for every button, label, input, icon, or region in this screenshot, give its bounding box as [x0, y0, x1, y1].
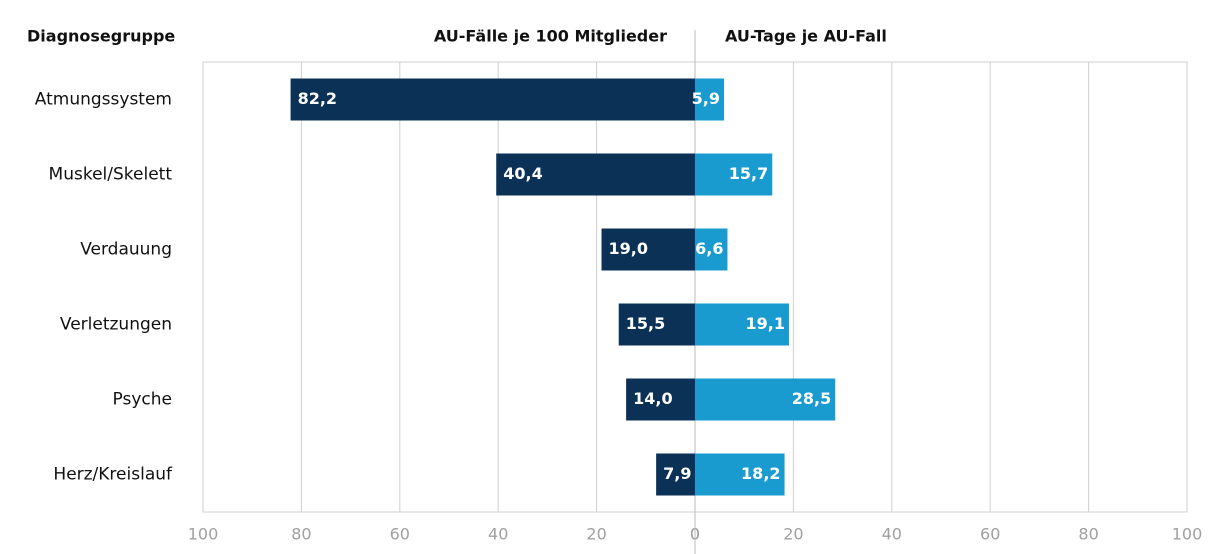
value-label: 19,1: [745, 314, 784, 333]
category-label: Muskel/Skelett: [49, 165, 173, 185]
bar: [695, 303, 789, 346]
x-tick-label: 20: [783, 525, 803, 544]
x-tick-label: 20: [586, 525, 606, 544]
bar: [496, 153, 695, 196]
category-label: Herz/Kreislauf: [53, 465, 173, 485]
value-label: 19,0: [609, 239, 648, 258]
x-tick-label: 100: [1172, 525, 1203, 544]
x-tick-label: 80: [291, 525, 311, 544]
bar: [695, 453, 785, 496]
x-tick-label: 60: [390, 525, 410, 544]
bar: [656, 453, 695, 496]
category-label: Verletzungen: [60, 315, 172, 335]
value-label: 15,5: [626, 314, 665, 333]
value-label: 82,2: [298, 89, 337, 108]
value-label: 40,4: [503, 164, 542, 183]
category-label: Verdauung: [80, 240, 172, 260]
bar: [695, 78, 725, 121]
value-label: 28,5: [792, 389, 831, 408]
value-label: 6,6: [695, 239, 723, 258]
series-header: AU-Fälle je 100 Mitglieder: [434, 27, 667, 46]
bar: [695, 153, 773, 196]
bar: [601, 228, 695, 271]
x-tick-label: 40: [882, 525, 902, 544]
x-tick-label: 100: [188, 525, 219, 544]
bar: [618, 303, 695, 346]
x-tick-label: 80: [1078, 525, 1098, 544]
series-header: AU-Tage je AU-Fall: [725, 27, 887, 46]
x-tick-label: 40: [488, 525, 508, 544]
value-label: 15,7: [729, 164, 768, 183]
bar: [695, 228, 728, 271]
value-label: 18,2: [741, 464, 780, 483]
value-label: 7,9: [663, 464, 691, 483]
bar: [695, 378, 836, 421]
value-label: 5,9: [692, 89, 720, 108]
category-axis-label: Diagnosegruppe: [27, 27, 175, 46]
bar: [290, 78, 695, 121]
x-tick-label: 60: [980, 525, 1000, 544]
category-label: Atmungssystem: [35, 90, 172, 110]
value-label: 14,0: [633, 389, 672, 408]
bar: [626, 378, 695, 421]
category-label: Psyche: [113, 390, 172, 410]
